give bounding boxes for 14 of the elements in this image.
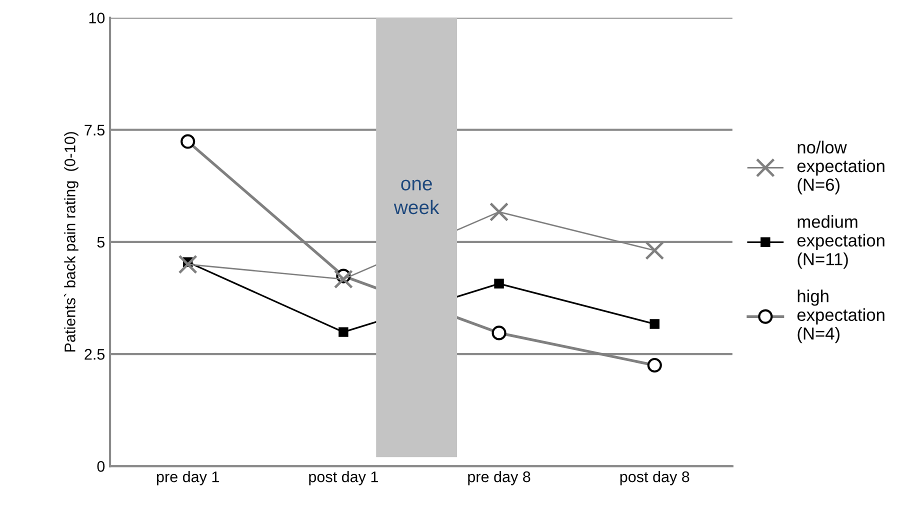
- y-axis-title: Patients` back pain rating (0-10): [64, 132, 78, 352]
- y-tick-label: 0: [97, 461, 105, 472]
- y-tick-label: 7.5: [84, 124, 105, 136]
- x-tick-label: post day 8: [620, 471, 690, 486]
- y-tick-label: 2.5: [84, 348, 105, 360]
- legend-label: high expectation (N=4): [797, 290, 884, 344]
- y-tick-label: 5: [97, 236, 105, 248]
- band-label: one week: [394, 180, 440, 214]
- x-tick-label: pre day 8: [468, 471, 530, 486]
- x-tick-label: pre day 1: [156, 471, 219, 486]
- legend-label: no/low expectation (N=6): [797, 140, 884, 194]
- x-tick-label: post day 1: [309, 471, 378, 486]
- y-tick-label: 10: [89, 12, 105, 24]
- legend-label: medium expectation (N=11): [797, 215, 884, 269]
